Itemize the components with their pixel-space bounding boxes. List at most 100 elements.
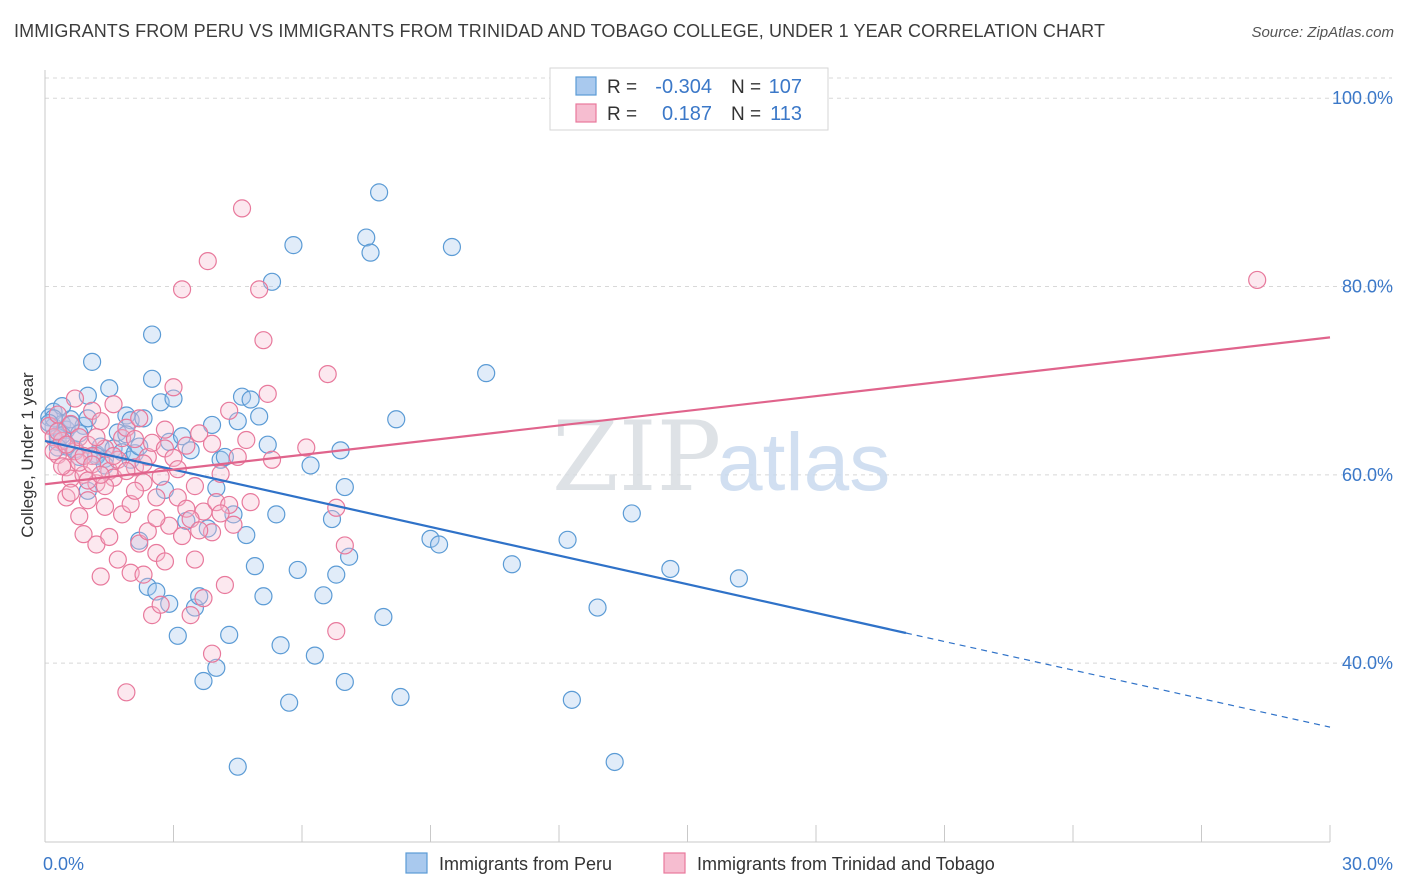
x-tick-label-0: 0.0%	[43, 854, 84, 874]
legend-peru-n-label: N =	[731, 77, 761, 98]
peru-point-74	[340, 547, 359, 566]
tt-point-87	[335, 536, 354, 555]
y-tick-label-60: 60.0%	[1342, 465, 1393, 485]
tt-point-67	[198, 252, 217, 271]
tt-point-14	[74, 525, 93, 544]
peru-point-58	[250, 407, 269, 426]
tt-point-97	[117, 461, 136, 481]
legend-peru-r-value: -0.304	[655, 76, 712, 98]
peru-point-52	[228, 757, 247, 776]
tt-point-16	[78, 491, 97, 510]
grid	[45, 77, 1392, 664]
tt-point-75	[224, 515, 243, 534]
tt-point-73	[220, 401, 239, 420]
tt-point-100	[147, 509, 166, 528]
x-tick-labels: 0.0% 30.0%	[43, 854, 1393, 874]
legend-tt-n-label: N =	[731, 104, 761, 125]
peru-point-87	[558, 530, 577, 549]
peru-point-14	[83, 352, 102, 371]
peru-point-65	[284, 236, 303, 255]
tt-point-57	[172, 280, 192, 299]
peru-point-85	[477, 364, 496, 383]
watermark: ZIP atlas	[552, 401, 890, 513]
peru-point-18	[100, 379, 119, 398]
tt-point-85	[318, 364, 337, 384]
peru-point-93	[729, 569, 749, 588]
tt-point-84	[297, 438, 316, 457]
tt-point-38	[125, 429, 145, 449]
peru-point-88	[562, 690, 581, 709]
peru-point-67	[301, 456, 320, 475]
tt-point-94	[87, 428, 106, 447]
tt-point-30	[108, 550, 127, 569]
tt-point-112	[91, 465, 110, 484]
tt-point-60	[177, 436, 196, 455]
tt-point-79	[241, 493, 260, 512]
tt-point-90	[53, 457, 72, 476]
y-tick-label-100: 100.0%	[1332, 88, 1393, 108]
tt-point-52	[155, 552, 175, 571]
tt-trend-line	[44, 336, 1331, 486]
tt-point-64	[190, 424, 209, 443]
peru-point-70	[322, 509, 342, 529]
tt-point-82	[258, 384, 277, 403]
legend-tt-r-value: 0.187	[662, 103, 712, 125]
peru-point-27	[134, 409, 153, 428]
tt-point-101	[155, 420, 175, 439]
peru-point-84	[442, 237, 462, 257]
tt-point-72	[215, 575, 234, 595]
tt-point-63	[185, 550, 205, 569]
tt-point-80	[250, 280, 269, 299]
peru-point-62	[267, 505, 286, 524]
peru-point-29	[142, 325, 162, 344]
axes	[44, 70, 1331, 843]
peru-point-89	[588, 598, 607, 617]
y-axis-label: College, Under 1 year	[18, 372, 37, 538]
tt-point-91	[61, 483, 80, 502]
correlation-legend: R = -0.304 N = 107 R = 0.187 N = 113	[549, 67, 829, 131]
tt-point-104	[190, 521, 209, 540]
peru-point-81	[391, 687, 410, 707]
peru-point-64	[280, 693, 299, 712]
y-tick-label-40: 40.0%	[1342, 653, 1393, 673]
tt-point-43	[138, 522, 157, 541]
tt-point-42	[134, 565, 153, 584]
peru-point-73	[335, 477, 354, 497]
tt-point-107	[1248, 270, 1267, 290]
tt-point-50	[151, 595, 170, 614]
tt-point-33	[117, 683, 136, 702]
tt-point-11	[70, 507, 89, 526]
tt-point-58	[172, 526, 192, 546]
peru-point-37	[168, 626, 187, 645]
tt-point-22	[91, 567, 110, 586]
peru-point-80	[387, 410, 406, 429]
peru-point-90	[605, 752, 624, 772]
source-label: Source: ZipAtlas.com	[1251, 24, 1394, 41]
y-tick-labels: 40.0% 60.0% 80.0% 100.0%	[1332, 88, 1393, 673]
peru-point-77	[361, 243, 380, 262]
peru-point-56	[241, 390, 260, 409]
peru-point-76	[357, 228, 376, 247]
peru-trend-line-extension	[905, 632, 1331, 728]
tt-point-62	[185, 477, 205, 496]
trend-lines	[44, 336, 1331, 728]
tt-point-98	[125, 481, 145, 500]
peru-point-30	[142, 369, 162, 388]
tt-point-77	[232, 199, 252, 218]
peru-point-49	[215, 447, 234, 467]
legend-peru-r-label: R =	[607, 77, 637, 98]
bottom-legend-tt-swatch	[663, 852, 686, 874]
legend-peru-n-value: 107	[769, 76, 802, 98]
series-tt-points	[40, 199, 1267, 702]
peru-point-86	[502, 555, 521, 574]
y-tick-label-80: 80.0%	[1342, 277, 1393, 297]
tt-point-54	[164, 378, 183, 397]
peru-point-68	[305, 646, 324, 665]
peru-point-45	[202, 415, 222, 435]
legend-tt-r-label: R =	[607, 104, 637, 125]
legend-tt-n-value: 113	[770, 103, 802, 125]
peru-point-60	[258, 435, 277, 454]
bottom-legend-peru-swatch	[405, 852, 428, 874]
tt-point-88	[327, 622, 346, 641]
tt-point-47	[147, 488, 166, 507]
